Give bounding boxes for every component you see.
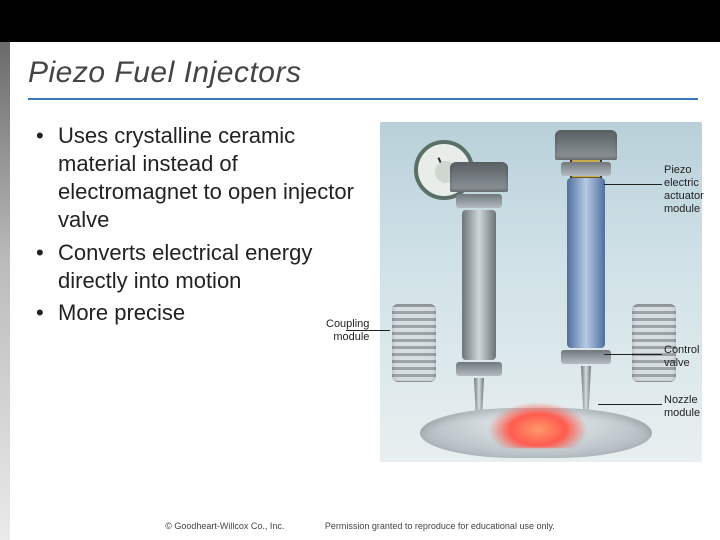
callout-coupling-module: Coupling module [326, 318, 369, 344]
left-accent [0, 42, 10, 540]
bullet-item: More precise [36, 299, 371, 327]
bullet-item: Uses crystalline ceramic material instea… [36, 122, 371, 235]
leader-line [604, 184, 662, 185]
top-bar [0, 0, 720, 42]
page-title: Piezo Fuel Injectors [28, 56, 692, 90]
leader-line [604, 354, 662, 355]
title-area: Piezo Fuel Injectors [28, 56, 692, 100]
leader-line [598, 404, 662, 405]
callout-nozzle-module: Nozzle module [664, 394, 700, 420]
injector-ring-icon [456, 362, 502, 376]
bullet-list: Uses crystalline ceramic material instea… [36, 122, 371, 327]
title-underline [28, 98, 698, 100]
footer-permission: Permission granted to reproduce for educ… [325, 521, 555, 531]
injector-left [450, 162, 508, 432]
injector-cap-icon [450, 162, 508, 192]
injector-barrel-blue-icon [567, 178, 604, 348]
footer: © Goodheart-Willcox Co., Inc. Permission… [0, 516, 720, 534]
callout-control-valve: Control valve [664, 344, 699, 370]
injector-figure: Piezo electric actuator module Control v… [380, 122, 702, 462]
flame-icon [488, 402, 588, 448]
injector-cap-icon [555, 130, 617, 160]
injector-barrel-icon [462, 210, 497, 360]
injector-ring-icon [561, 350, 611, 364]
callout-piezo-module: Piezo electric actuator module [664, 164, 704, 216]
bullet-item: Converts electrical energy directly into… [36, 239, 371, 295]
injector-ring-icon [456, 194, 502, 208]
slide: Piezo Fuel Injectors Uses crystalline ce… [0, 0, 720, 540]
injector-ring-icon [561, 162, 611, 176]
spring-right-icon [632, 304, 676, 382]
footer-copyright: © Goodheart-Willcox Co., Inc. [165, 521, 284, 531]
gauge-needle-icon [437, 157, 446, 174]
injector-right [555, 130, 617, 432]
spring-left-icon [392, 304, 436, 382]
content-area: Uses crystalline ceramic material instea… [36, 122, 371, 331]
